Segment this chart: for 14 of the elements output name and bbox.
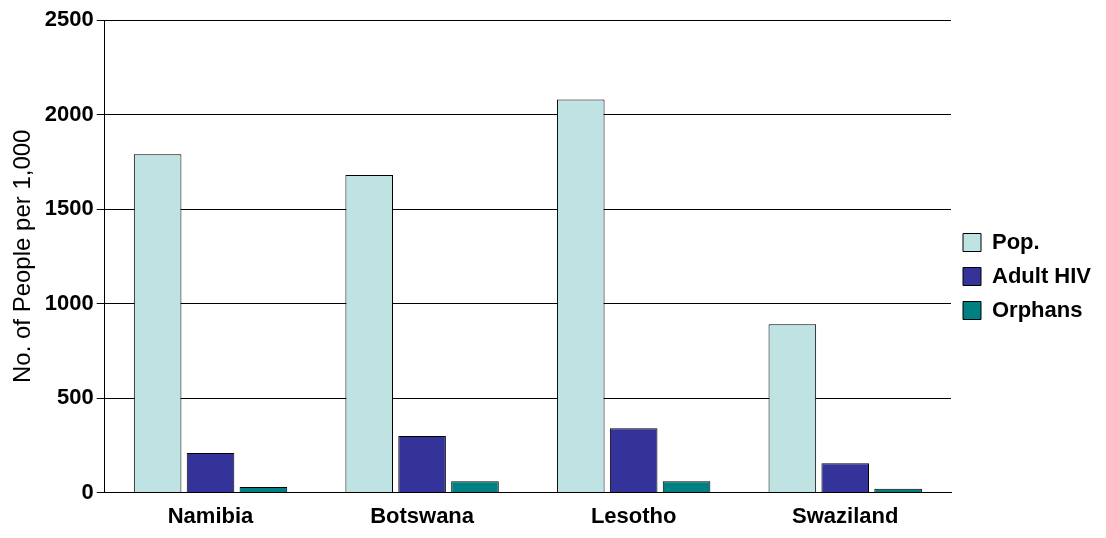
y-axis-title: No. of People per 1,000 <box>8 129 36 384</box>
y-tick-label: 1500 <box>44 195 94 221</box>
y-tick-label: 500 <box>57 384 94 410</box>
legend-label: Orphans <box>992 296 1083 322</box>
x-tick-label: Botswana <box>370 502 475 528</box>
x-tick-label: Swaziland <box>792 502 899 528</box>
y-tick-label: 0 <box>81 478 94 504</box>
legend-label: Adult HIV <box>992 262 1092 288</box>
y-tick-label: 2000 <box>44 100 94 126</box>
legend-label: Pop. <box>992 228 1040 254</box>
x-tick-label: Namibia <box>167 502 255 528</box>
x-tick-label: Lesotho <box>590 502 677 528</box>
y-tick-label: 1000 <box>44 289 94 315</box>
y-tick-label: 2500 <box>44 6 94 32</box>
